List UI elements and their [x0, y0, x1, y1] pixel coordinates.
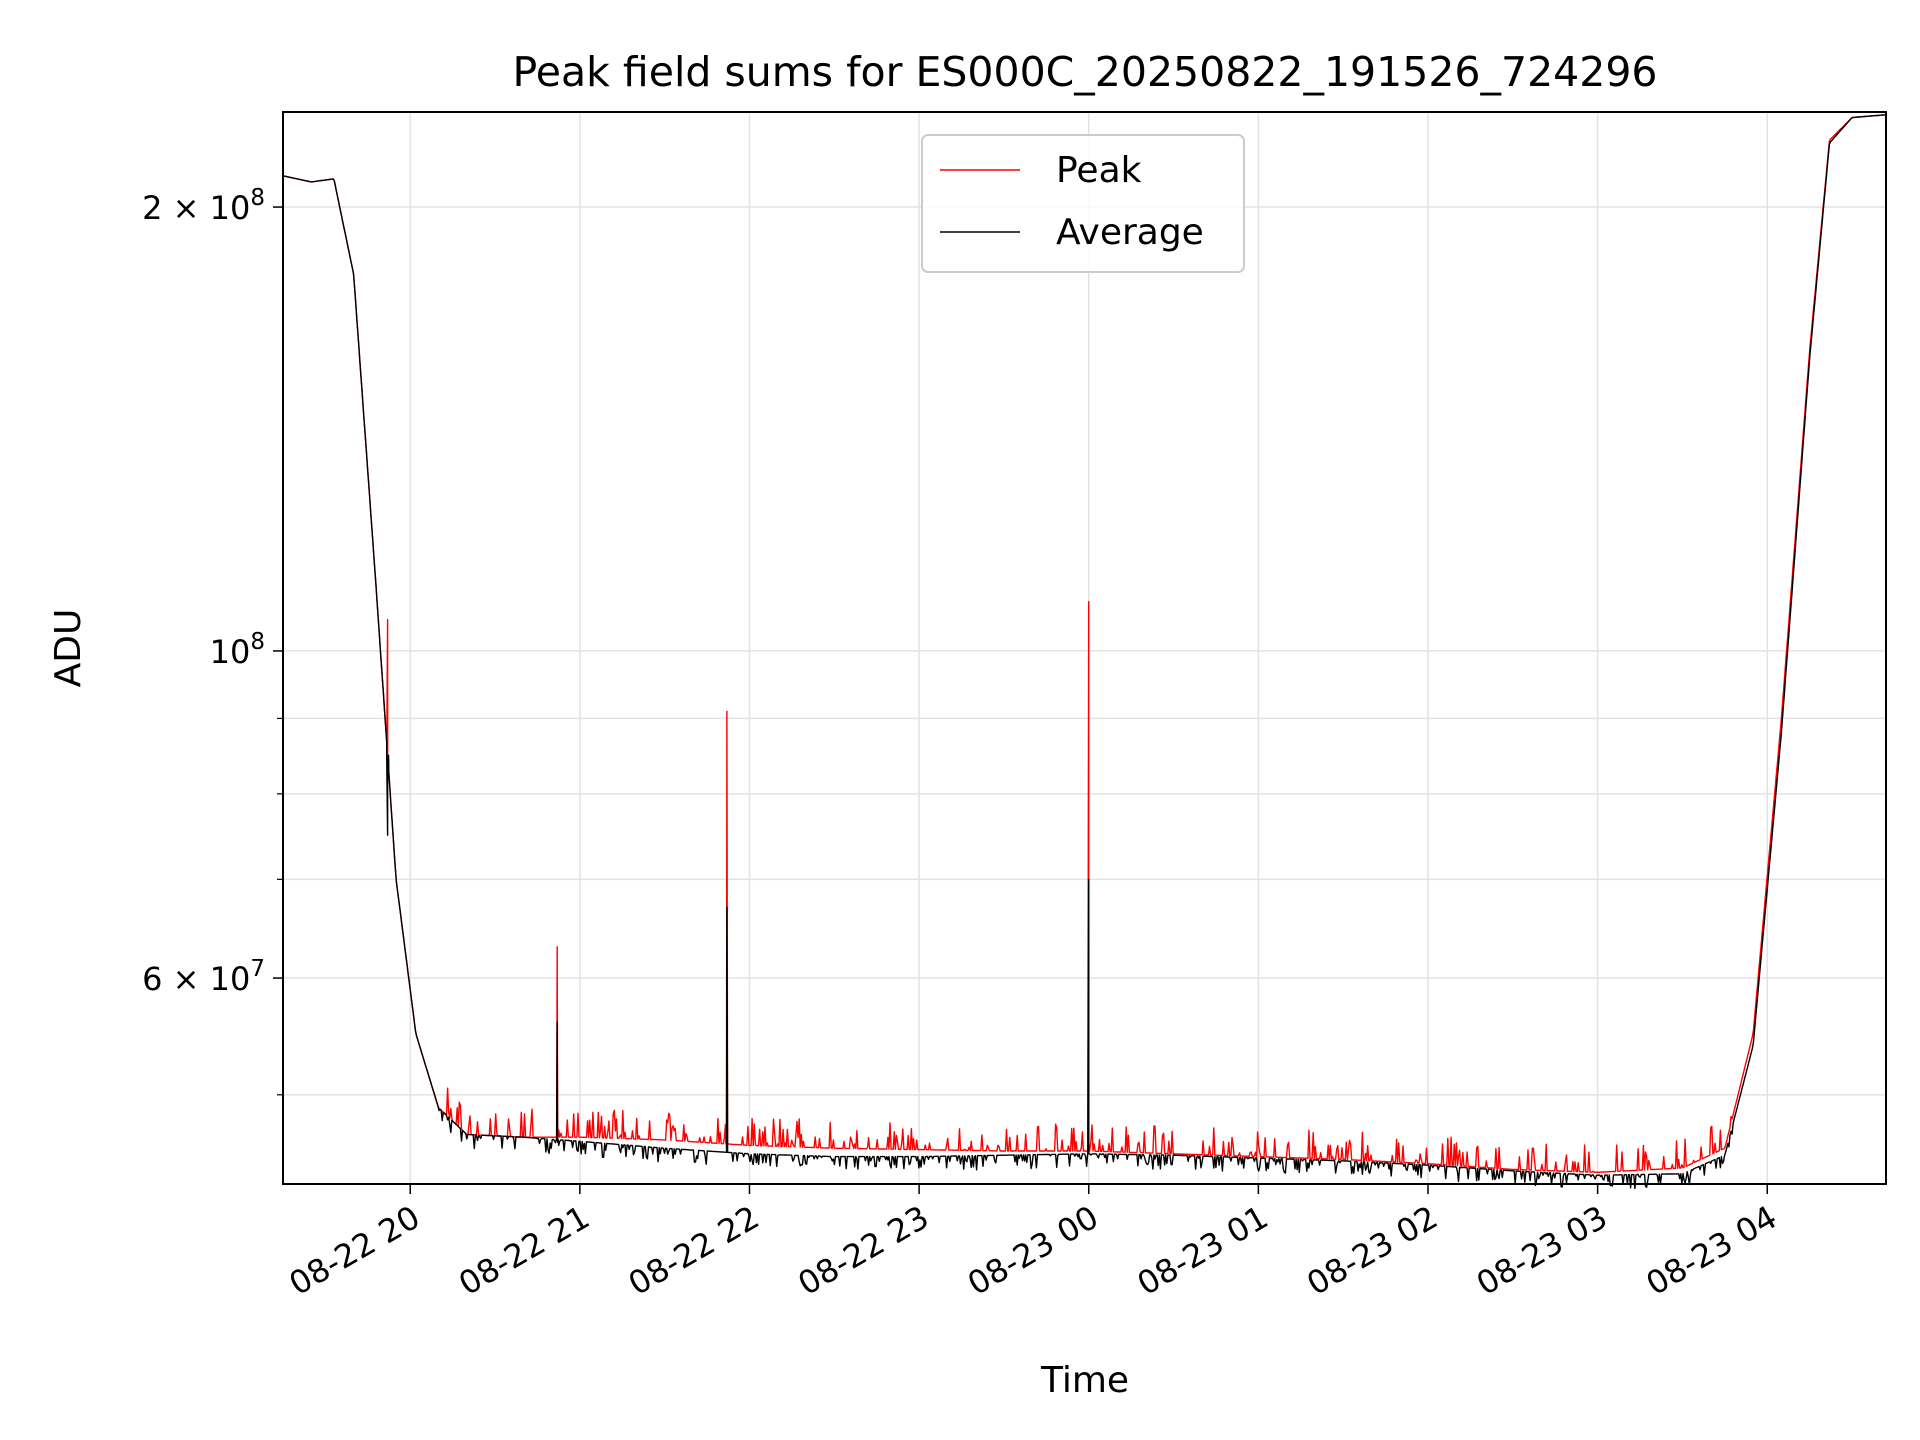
y-tick-mantissa: 6 × 10 — [142, 960, 250, 998]
y-tick-exponent: 7 — [250, 956, 265, 982]
y-tick-label: 2 × 108 — [142, 185, 265, 227]
plot-layer — [282, 114, 1887, 1190]
y-tick-exponent: 8 — [250, 629, 265, 655]
y-tick-label: 108 — [210, 629, 265, 671]
x-axis-label: Time — [1040, 1360, 1129, 1401]
y-tick-label: 6 × 107 — [142, 956, 265, 998]
chart-title: Peak field sums for ES000C_20250822_1915… — [513, 48, 1658, 96]
series-line-peak — [282, 114, 1887, 1173]
legend-label-average: Average — [1056, 212, 1204, 253]
legend-label-peak: Peak — [1056, 150, 1142, 191]
y-tick-mantissa: 10 — [210, 633, 251, 671]
y-tick-mantissa: 2 × 10 — [142, 189, 250, 227]
series-line-average — [282, 114, 1887, 1190]
legend: Peak Average — [921, 134, 1245, 273]
plot-frame — [282, 111, 1887, 1185]
y-axis-label: ADU — [48, 609, 89, 688]
y-tick-exponent: 8 — [250, 185, 265, 211]
